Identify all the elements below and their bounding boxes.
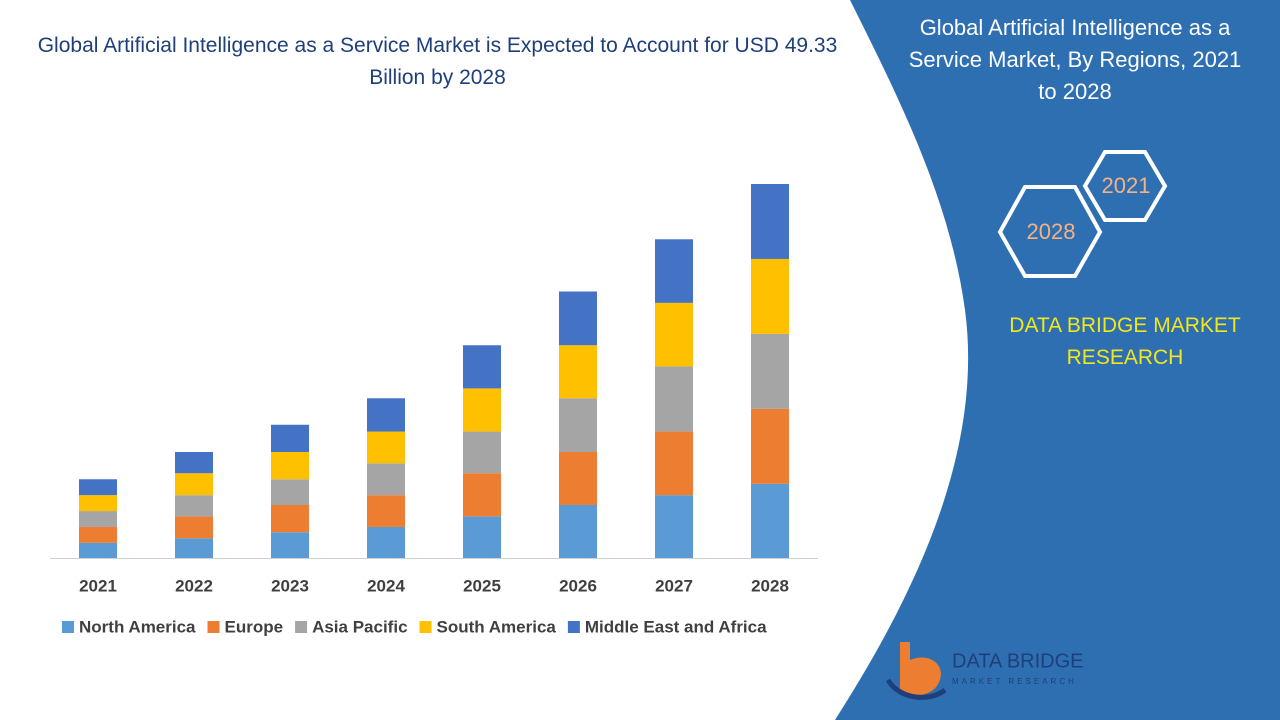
bar-segment xyxy=(367,495,405,527)
bar-segment xyxy=(463,388,501,432)
legend-swatch xyxy=(419,621,432,633)
legend-label: South America xyxy=(437,617,557,636)
legend-swatch xyxy=(207,621,220,633)
bar-segment xyxy=(559,345,597,399)
bar-segment xyxy=(655,239,693,303)
x-tick-label: 2022 xyxy=(175,576,213,595)
legend-swatch xyxy=(62,621,74,633)
hex-label: 2028 xyxy=(1027,219,1076,244)
logo-mark xyxy=(900,642,941,696)
x-tick-label: 2021 xyxy=(79,576,117,595)
bar-segment xyxy=(271,532,309,558)
hex-label: 2021 xyxy=(1102,173,1151,198)
bar-segment xyxy=(655,302,693,367)
bar-segment xyxy=(559,505,597,558)
bar-segment xyxy=(559,452,597,506)
brand: DATA BRIDGE MARKET RESEARCH xyxy=(1009,314,1241,369)
bar-segment xyxy=(463,431,501,474)
bar-segment xyxy=(79,542,117,558)
side-panel xyxy=(835,0,1280,720)
bar-segment xyxy=(559,291,597,346)
legend-swatch xyxy=(567,621,580,633)
bar-segment xyxy=(751,184,789,259)
bar-segment xyxy=(79,511,117,527)
hexagon xyxy=(1082,150,1168,222)
bar-segment xyxy=(751,483,789,558)
bar-segment xyxy=(175,516,213,539)
logo-mark xyxy=(885,678,947,700)
bar-segment xyxy=(271,452,309,480)
x-tick-label: 2023 xyxy=(271,576,309,595)
bar-segment xyxy=(271,479,309,506)
legend-swatch xyxy=(295,621,308,633)
bar-segment xyxy=(367,398,405,432)
bar-segment xyxy=(175,495,213,517)
bar-segment xyxy=(367,463,405,496)
legend-label: Asia Pacific xyxy=(312,617,407,636)
bar-segment xyxy=(463,473,501,517)
bar-segment xyxy=(271,505,309,533)
bar-segment xyxy=(79,495,117,512)
bar-segment xyxy=(175,452,213,474)
legend-label: North America xyxy=(79,617,196,636)
bar-segment xyxy=(655,431,693,496)
bar-segment xyxy=(79,479,117,496)
panel-title: Global Artificial Intelligence as a Serv… xyxy=(908,15,1242,104)
bar-segment xyxy=(367,526,405,558)
hexagon xyxy=(997,185,1103,278)
bar-segment xyxy=(463,345,501,389)
bar-segment xyxy=(559,398,597,453)
bar-segment xyxy=(79,526,117,543)
x-tick-label: 2025 xyxy=(463,576,501,595)
x-tick-label: 2028 xyxy=(751,576,789,595)
bar-segment xyxy=(175,538,213,558)
bar-segment xyxy=(751,408,789,484)
x-tick-label: 2026 xyxy=(559,576,597,595)
bar-segment xyxy=(463,516,501,558)
logo-name: DATA BRIDGE xyxy=(952,650,1084,672)
chart-title: Global Artificial Intelligence as a Serv… xyxy=(37,34,838,89)
bar-segment xyxy=(655,366,693,432)
bar-segment xyxy=(175,473,213,496)
bar-segment xyxy=(271,424,309,453)
bar-segment xyxy=(751,333,789,409)
bar-segment xyxy=(367,431,405,464)
x-tick-label: 2024 xyxy=(367,576,405,595)
legend-label: Middle East and Africa xyxy=(585,617,767,636)
legend-label: Europe xyxy=(225,617,284,636)
logo-tag: MARKET RESEARCH xyxy=(952,677,1077,686)
bar-segment xyxy=(751,258,789,334)
x-tick-label: 2027 xyxy=(655,576,693,595)
bar-segment xyxy=(655,495,693,558)
